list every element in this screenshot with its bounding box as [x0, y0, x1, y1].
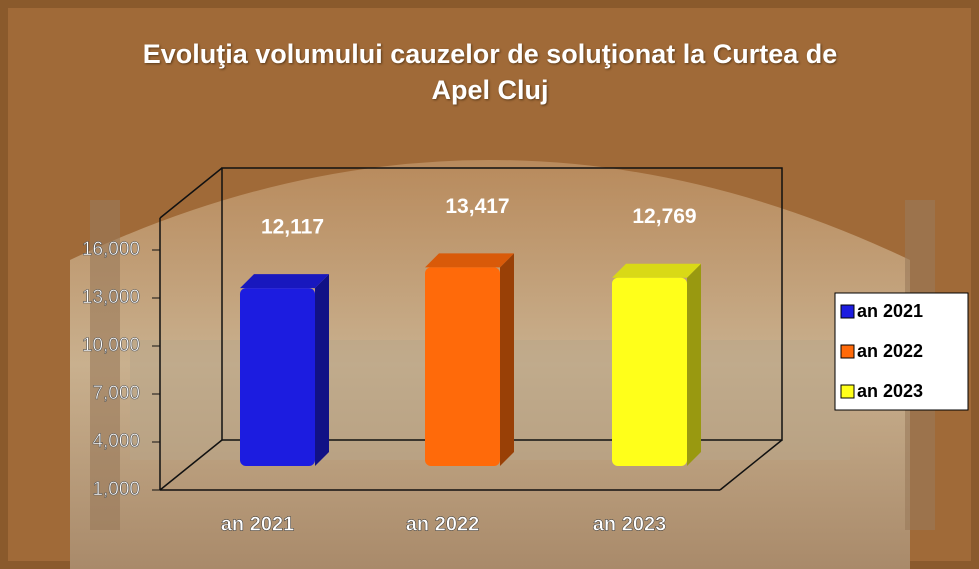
value-label: 13,417: [445, 195, 509, 218]
x-tick-label: an 2022: [406, 513, 479, 535]
legend-swatch: [840, 384, 855, 399]
bar-side: [687, 263, 701, 466]
y-tick-label: 7,000: [92, 383, 140, 404]
bar-side: [500, 253, 514, 466]
bar-top: [425, 253, 514, 268]
y-tick-label: 13,000: [82, 287, 140, 308]
column: [90, 200, 120, 530]
bar-side: [315, 274, 329, 466]
legend-label: an 2021: [857, 301, 923, 321]
legend: [834, 292, 969, 411]
legend-swatch: [840, 304, 855, 319]
bar: [240, 288, 315, 466]
legend-swatch: [840, 344, 855, 359]
value-label: 12,769: [632, 205, 696, 228]
y-tick-label: 1,000: [92, 479, 140, 500]
chart-title: Evoluţia volumului cauzelor de soluţiona…: [142, 39, 838, 105]
y-tick-label: 4,000: [92, 431, 140, 452]
bar: [612, 277, 687, 466]
x-tick-label: an 2021: [221, 513, 294, 535]
x-tick-label: an 2023: [593, 513, 666, 535]
bar-top: [240, 274, 329, 289]
bar-top: [612, 263, 701, 278]
legend-label: an 2022: [857, 341, 923, 361]
y-tick-label: 16,000: [82, 239, 140, 260]
bar: [425, 267, 500, 466]
y-tick-label: 10,000: [82, 335, 140, 356]
legend-label: an 2023: [857, 381, 923, 401]
value-label: 12,117: [261, 216, 324, 239]
